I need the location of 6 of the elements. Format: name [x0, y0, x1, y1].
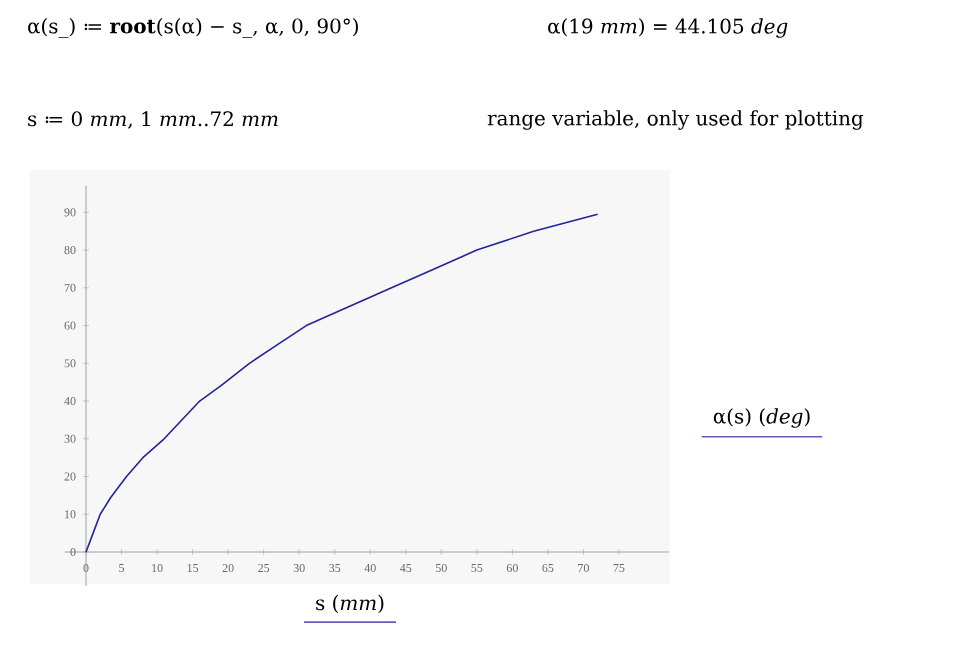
text: α(19 mm) = 44.105 deg [548, 18, 788, 38]
x-axis-title: s (mm) [316, 594, 384, 614]
text: s ≔ 0 mm, 1 mm..72 mm [28, 111, 278, 129]
text: range variable, only used for plotting [487, 110, 864, 130]
y-axis-title: α(s) (deg) [713, 408, 810, 428]
text: α(s_) ≔ root(s(α) − s_, α, 0, 90°) [28, 18, 358, 38]
